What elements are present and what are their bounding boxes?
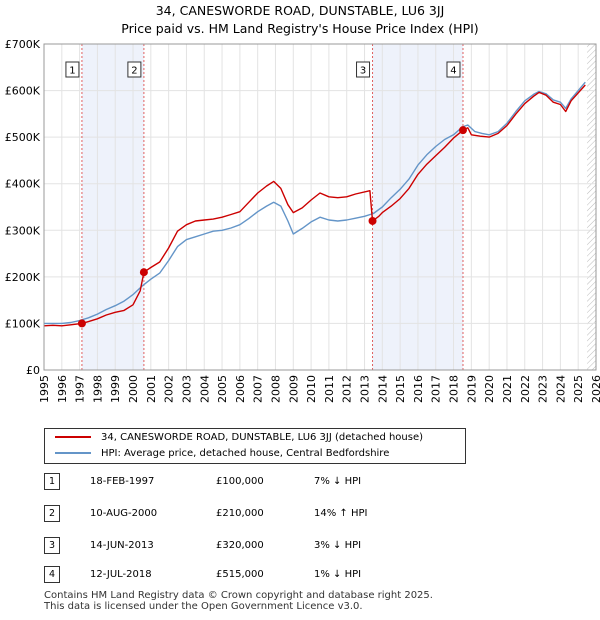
- sale-hpi-diff: 14% ↑ HPI: [314, 508, 368, 519]
- y-tick-label: £0: [26, 364, 40, 377]
- sale-row: 3 14-JUN-2013 £320,000 3% ↓ HPI: [44, 537, 424, 555]
- x-tick-label: 2024: [554, 375, 567, 403]
- y-tick-label: £600K: [5, 85, 41, 98]
- sale-hpi-diff: 1% ↓ HPI: [314, 569, 362, 580]
- footer-line-1: Contains HM Land Registry data © Crown c…: [44, 590, 433, 601]
- x-tick-label: 2008: [269, 375, 282, 403]
- x-tick-label: 2000: [127, 375, 140, 403]
- footer-line-2: This data is licensed under the Open Gov…: [44, 601, 363, 612]
- x-tick-label: 2007: [252, 375, 265, 403]
- price-chart: 1 2 3 4 £0 £100K £200K £300K £400K £500K £600K £700…: [5, 38, 600, 403]
- x-tick-label: 2019: [465, 375, 478, 403]
- x-tick-label: 1996: [56, 375, 69, 403]
- sale-point: [368, 216, 377, 225]
- x-tick-label: 2001: [145, 375, 158, 403]
- x-tick-label: 2018: [448, 375, 461, 403]
- x-tick-label: 2006: [234, 375, 247, 403]
- legend: 34, CANESWORDE ROAD, DUNSTABLE, LU6 3JJ …: [44, 428, 466, 464]
- y-tick-label: £300K: [5, 224, 41, 237]
- legend-item-hpi: HPI: Average price, detached house, Cent…: [55, 446, 389, 462]
- sale-point: [77, 319, 86, 328]
- title-line-2: Price paid vs. HM Land Registry's House …: [121, 21, 479, 36]
- x-tick-label: 2022: [519, 375, 532, 403]
- sale-point: [458, 126, 467, 135]
- x-tick-label: 2016: [412, 375, 425, 403]
- sale-price: £320,000: [216, 540, 264, 551]
- sale-label: 2: [131, 66, 137, 77]
- x-tick-label: 2009: [287, 375, 300, 403]
- sale-number: 3: [44, 537, 60, 554]
- y-tick-label: £500K: [5, 131, 41, 144]
- x-tick-label: 2010: [305, 375, 318, 403]
- sale-hpi-diff: 3% ↓ HPI: [314, 540, 362, 551]
- sale-label: 1: [69, 66, 75, 77]
- title-line-1: 34, CANESWORDE ROAD, DUNSTABLE, LU6 3JJ: [155, 3, 445, 18]
- sale-date: 12-JUL-2018: [90, 569, 152, 580]
- legend-label-hpi: HPI: Average price, detached house, Cent…: [101, 448, 390, 459]
- x-tick-label: 2026: [590, 375, 600, 403]
- sale-date: 10-AUG-2000: [90, 508, 158, 519]
- x-tick-label: 2021: [501, 375, 514, 403]
- legend-swatch-hpi: [55, 452, 91, 454]
- x-tick-label: 1995: [38, 375, 51, 403]
- sale-number: 4: [44, 566, 60, 583]
- footer: Contains HM Land Registry data © Crown c…: [44, 590, 433, 612]
- sale-label-box: [127, 61, 142, 78]
- x-tick-label: 2025: [572, 375, 585, 403]
- sale-number: 1: [44, 473, 60, 490]
- sale-label: 4: [450, 66, 456, 77]
- forecast-region: [587, 44, 596, 370]
- x-tick-label: 2012: [341, 375, 354, 403]
- sale-row: 2 10-AUG-2000 £210,000 14% ↑ HPI: [44, 505, 424, 523]
- sale-label-box: [65, 61, 80, 78]
- y-tick-label: £700K: [5, 38, 41, 51]
- sale-row: 1 18-FEB-1997 £100,000 7% ↓ HPI: [44, 473, 424, 491]
- sale-number: 2: [44, 505, 60, 522]
- legend-swatch-property: [55, 436, 91, 438]
- y-tick-label: £100K: [5, 317, 41, 330]
- x-tick-label: 2011: [323, 375, 336, 403]
- sale-date: 18-FEB-1997: [90, 476, 155, 487]
- x-tick-label: 2005: [216, 375, 229, 403]
- sale-date: 14-JUN-2013: [90, 540, 154, 551]
- chart-title: 34, CANESWORDE ROAD, DUNSTABLE, LU6 3JJ …: [0, 2, 600, 38]
- x-tick-label: 1999: [109, 375, 122, 403]
- series-line-property: [43, 84, 586, 327]
- sale-row: 4 12-JUL-2018 £515,000 1% ↓ HPI: [44, 566, 424, 584]
- sale-price: £210,000: [216, 508, 264, 519]
- sale-label: 3: [360, 66, 366, 77]
- legend-label-property: 34, CANESWORDE ROAD, DUNSTABLE, LU6 3JJ …: [101, 432, 424, 443]
- x-tick-label: 2017: [430, 375, 443, 403]
- sale-price: £515,000: [216, 569, 264, 580]
- legend-item-property: 34, CANESWORDE ROAD, DUNSTABLE, LU6 3JJ …: [55, 430, 423, 446]
- sale-price: £100,000: [216, 476, 264, 487]
- x-tick-label: 1998: [91, 375, 104, 403]
- sale-label-box: [446, 61, 461, 78]
- x-tick-label: 2013: [359, 375, 372, 403]
- x-tick-label: 2014: [376, 375, 389, 403]
- plot-frame: [43, 43, 597, 371]
- x-tick-label: 1997: [74, 375, 87, 403]
- sale-hpi-diff: 7% ↓ HPI: [314, 476, 362, 487]
- x-tick-label: 2020: [483, 375, 496, 403]
- x-tick-label: 2023: [537, 375, 550, 403]
- x-tick-label: 2003: [180, 375, 193, 403]
- x-tick-label: 2004: [198, 375, 211, 403]
- sale-point: [139, 268, 148, 277]
- y-tick-label: £200K: [5, 271, 41, 284]
- y-tick-label: £400K: [5, 178, 41, 191]
- x-tick-label: 2015: [394, 375, 407, 403]
- x-tick-label: 2002: [163, 375, 176, 403]
- sale-label-box: [356, 61, 371, 78]
